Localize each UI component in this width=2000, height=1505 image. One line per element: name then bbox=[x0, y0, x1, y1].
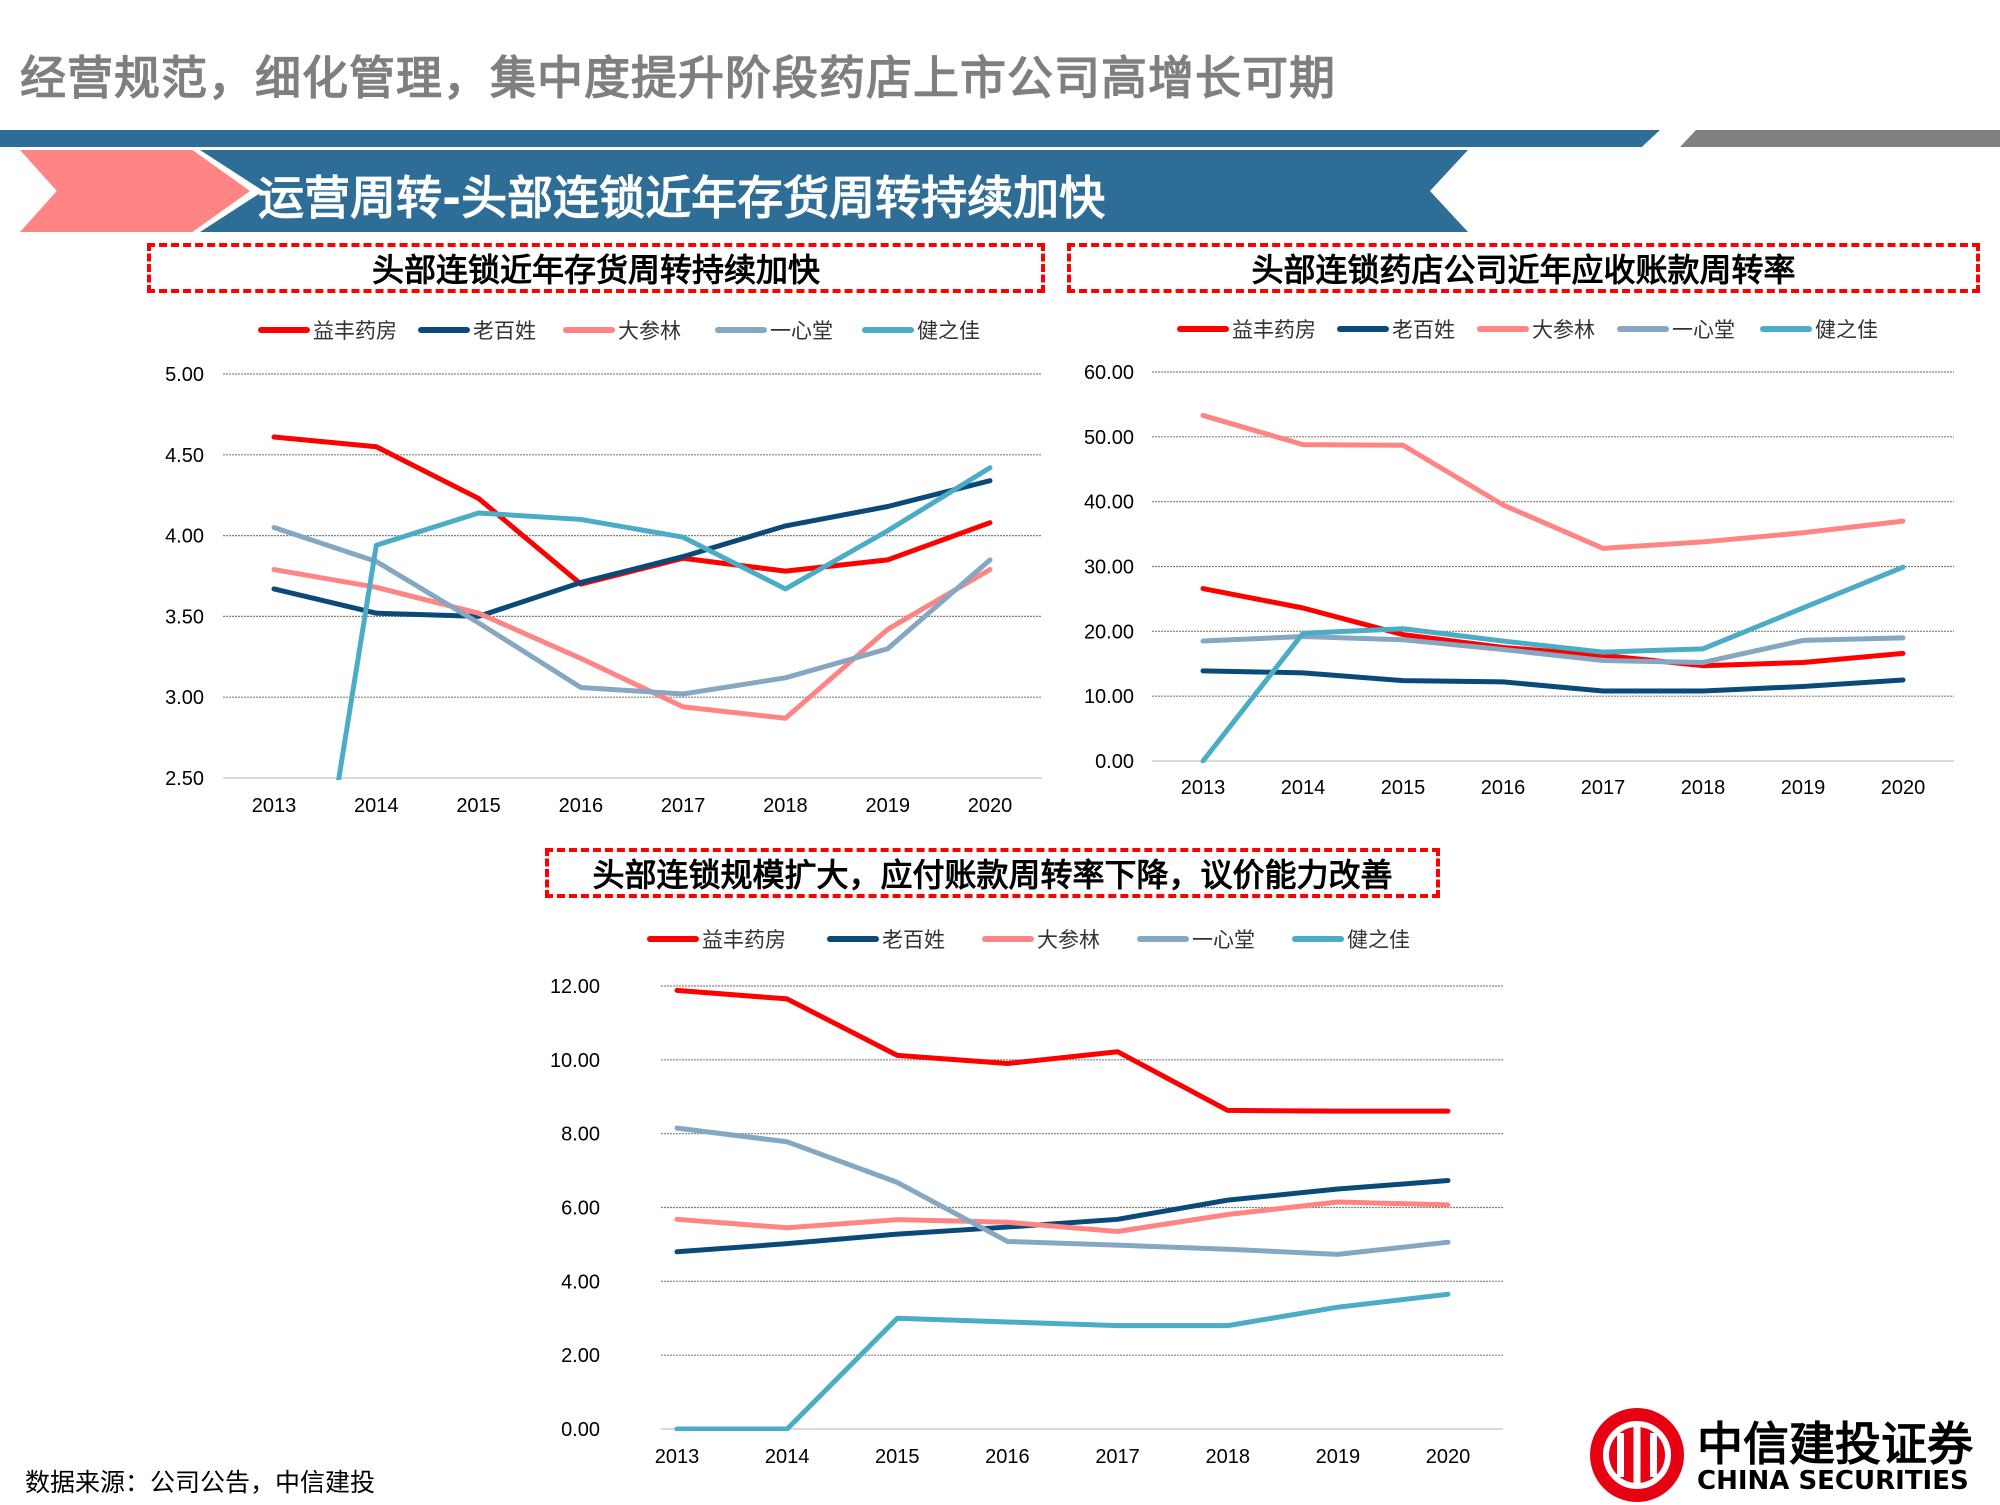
chart2-legend-label: 健之佳 bbox=[1815, 319, 1878, 342]
chart1-x-tick-label: 2013 bbox=[252, 795, 297, 817]
chart1-series-line bbox=[271, 567, 993, 721]
chart1-y-tick-label: 4.00 bbox=[165, 526, 204, 548]
chart3-title: 头部连锁规模扩大，应付账款周转率下降，议价能力改善 bbox=[545, 848, 1440, 898]
chart3-y-tick-label: 8.00 bbox=[561, 1124, 600, 1146]
chart1-x-tick-label: 2015 bbox=[456, 795, 501, 817]
chart3-series-line bbox=[674, 1178, 1451, 1255]
chart1-x-tick-label: 2018 bbox=[763, 795, 808, 817]
chart2-legend-label: 益丰药房 bbox=[1232, 319, 1316, 342]
chart1-y-tick-label: 3.50 bbox=[165, 606, 204, 628]
chart3-x-tick-label: 2015 bbox=[875, 1446, 920, 1468]
chart1-legend-label: 大参林 bbox=[618, 320, 681, 343]
chart3-x-tick-label: 2017 bbox=[1095, 1446, 1140, 1468]
chart3-x-tick-label: 2018 bbox=[1205, 1446, 1250, 1468]
chart2-y-tick-label: 10.00 bbox=[1084, 686, 1134, 708]
chart1-y-tick-label: 2.50 bbox=[165, 768, 204, 790]
chart1-y-tick-label: 5.00 bbox=[165, 364, 204, 386]
chart3-x-tick-label: 2019 bbox=[1316, 1446, 1361, 1468]
chart2-y-tick-label: 30.00 bbox=[1084, 557, 1134, 579]
chart2-y-tick-label: 20.00 bbox=[1084, 621, 1134, 643]
chart1-series-line bbox=[271, 478, 993, 619]
chart3-x-tick-label: 2016 bbox=[985, 1446, 1030, 1468]
chart3-y-tick-label: 6.00 bbox=[561, 1198, 600, 1220]
chart2-y-tick-label: 50.00 bbox=[1084, 427, 1134, 449]
chart3-legend-label: 益丰药房 bbox=[702, 929, 786, 952]
chart2-x-tick-label: 2018 bbox=[1681, 777, 1726, 799]
chart3-y-tick-label: 4.00 bbox=[561, 1271, 600, 1293]
chart1-legend-label: 益丰药房 bbox=[313, 320, 397, 343]
chart3-y-tick-label: 10.00 bbox=[550, 1050, 600, 1072]
chart2-series-line bbox=[1200, 668, 1906, 694]
chart3-legend-label: 健之佳 bbox=[1347, 929, 1410, 952]
chart2-series-line bbox=[1200, 564, 1906, 763]
chart1-x-tick-label: 2020 bbox=[968, 795, 1013, 817]
chart2-y-tick-label: 40.00 bbox=[1084, 492, 1134, 514]
logo-text-en: CHINA SECURITIES bbox=[1697, 1466, 1969, 1496]
section-title: 运营周转-头部连锁近年存货周转持续加快 bbox=[258, 171, 1106, 225]
chart2-x-tick-label: 2020 bbox=[1881, 777, 1926, 799]
chart2-x-tick-label: 2017 bbox=[1581, 777, 1626, 799]
chart3-series-line bbox=[674, 1291, 1451, 1431]
chart2-x-tick-label: 2019 bbox=[1781, 777, 1826, 799]
chart3-x-tick-label: 2014 bbox=[765, 1446, 810, 1468]
chart2-x-tick-label: 2015 bbox=[1381, 777, 1426, 799]
chart1-x-tick-label: 2016 bbox=[559, 795, 604, 817]
chart2-series-line bbox=[1200, 412, 1906, 551]
chart2-y-tick-label: 0.00 bbox=[1095, 751, 1134, 773]
chart2-x-tick-label: 2016 bbox=[1481, 777, 1526, 799]
chart2-y-tick-label: 60.00 bbox=[1084, 362, 1134, 384]
chart3-y-tick-label: 0.00 bbox=[561, 1419, 600, 1441]
chart1-y-tick-label: 3.00 bbox=[165, 687, 204, 709]
chart1-legend-label: 一心堂 bbox=[770, 320, 833, 343]
chart3-x-tick-label: 2013 bbox=[655, 1446, 700, 1468]
section-banner bbox=[200, 150, 1468, 232]
chart2-legend-label: 一心堂 bbox=[1672, 319, 1735, 342]
page-title: 经营规范，细化管理，集中度提升阶段药店上市公司高增长可期 bbox=[20, 51, 1336, 105]
chart3-legend-label: 大参林 bbox=[1037, 929, 1100, 952]
chart2-series-line bbox=[1200, 586, 1906, 669]
chart1-series-line bbox=[336, 465, 993, 780]
chart1-series-line bbox=[271, 525, 993, 697]
chart2-title: 头部连锁药店公司近年应收账款周转率 bbox=[1067, 243, 1980, 293]
chart1-x-tick-label: 2019 bbox=[865, 795, 910, 817]
chart2-x-tick-label: 2014 bbox=[1281, 777, 1326, 799]
chart3-series-line bbox=[674, 987, 1451, 1114]
chart1-y-tick-label: 4.50 bbox=[165, 445, 204, 467]
header-divider-gray bbox=[1680, 130, 2000, 147]
chart1-x-tick-label: 2014 bbox=[354, 795, 399, 817]
chart1-title: 头部连锁近年存货周转持续加快 bbox=[147, 243, 1045, 293]
chart3-legend-label: 老百姓 bbox=[882, 929, 945, 952]
chevron-decoration bbox=[20, 150, 250, 232]
chart3-x-tick-label: 2020 bbox=[1426, 1446, 1471, 1468]
chart1-legend-label: 健之佳 bbox=[917, 320, 980, 343]
chart2-legend-label: 老百姓 bbox=[1392, 319, 1455, 342]
chart3-series-line bbox=[674, 1199, 1451, 1234]
chart3-series-line bbox=[674, 1125, 1451, 1257]
chart1-legend-label: 老百姓 bbox=[473, 320, 536, 343]
chart3-y-tick-label: 2.00 bbox=[561, 1345, 600, 1367]
chart2-series-line bbox=[1200, 634, 1906, 665]
logo-text-cn: 中信建投证券 bbox=[1697, 1417, 1973, 1471]
china-securities-logo-icon bbox=[1590, 1408, 1684, 1502]
chart3-y-tick-label: 12.00 bbox=[550, 976, 600, 998]
chart1-x-tick-label: 2017 bbox=[661, 795, 706, 817]
data-source-note: 数据来源：公司公告，中信建投 bbox=[25, 1468, 376, 1497]
header-divider-blue bbox=[0, 130, 1660, 147]
chart2-x-tick-label: 2013 bbox=[1181, 777, 1226, 799]
chart3-legend-label: 一心堂 bbox=[1192, 929, 1255, 952]
chart2-legend-label: 大参林 bbox=[1532, 319, 1595, 342]
